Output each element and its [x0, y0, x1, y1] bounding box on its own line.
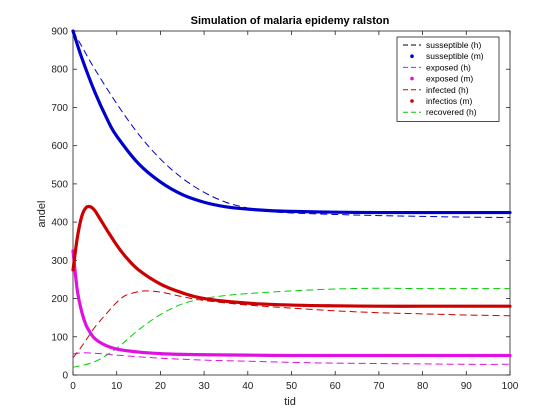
series-line-5: [72, 290, 511, 359]
x-tick-label: 40: [242, 381, 254, 392]
legend-entry-label: exposed (m): [426, 74, 473, 84]
y-tick-label: 100: [51, 332, 68, 343]
series-line-6: [71, 204, 512, 308]
y-tick-label: 600: [51, 141, 68, 152]
y-tick-label: 900: [51, 27, 68, 38]
series-line-4: [71, 249, 512, 358]
legend-entry-label: exposed (h): [426, 62, 471, 72]
series-line-1: [72, 30, 511, 219]
x-tick-label: 30: [199, 381, 211, 392]
legend-swatch: [410, 76, 414, 81]
x-axis-label: tid: [284, 396, 296, 408]
legend-swatch: [410, 54, 414, 58]
y-tick-label: 0: [62, 371, 68, 382]
legend-entry-label: susseptible (h): [426, 40, 481, 50]
x-tick-label: 90: [461, 381, 473, 392]
y-tick-label: 300: [51, 256, 68, 267]
x-tick-label: 10: [111, 381, 123, 392]
legend-entry-label: recovered (h): [426, 107, 477, 117]
y-tick-label: 200: [51, 294, 68, 305]
series-line-7: [72, 287, 510, 368]
x-tick-label: 20: [155, 381, 167, 392]
legend-box: [396, 36, 500, 122]
y-axis-label: andel: [36, 201, 48, 228]
legend-entry-label: susseptible (m): [426, 51, 484, 61]
plot-area: 0 10 20 30 40 50 60 70 80 90 100 0 100 200 300 400 500 60…: [51, 27, 518, 393]
x-tick-label: 60: [330, 381, 342, 392]
legend-entry-label: infected (h): [426, 85, 469, 95]
x-tick-label: 0: [70, 381, 76, 392]
y-tick-label: 500: [51, 179, 68, 190]
chart-title: Simulation of malaria epidemy ralston: [191, 15, 390, 27]
x-tick-label: 70: [373, 381, 385, 392]
series-line-2: [71, 29, 512, 215]
y-tick-label: 700: [51, 103, 68, 114]
legend: susseptible (h)susseptible (m)exposed (h…: [396, 36, 500, 122]
legend-swatch: [410, 99, 414, 103]
x-tick-label: 80: [417, 381, 429, 392]
legend-entry-label: infectios (m): [426, 96, 472, 106]
y-tick-label: 800: [51, 65, 68, 76]
y-tick-label: 400: [51, 218, 68, 229]
x-tick-label: 50: [286, 381, 298, 392]
x-tick-label: 100: [502, 381, 519, 392]
